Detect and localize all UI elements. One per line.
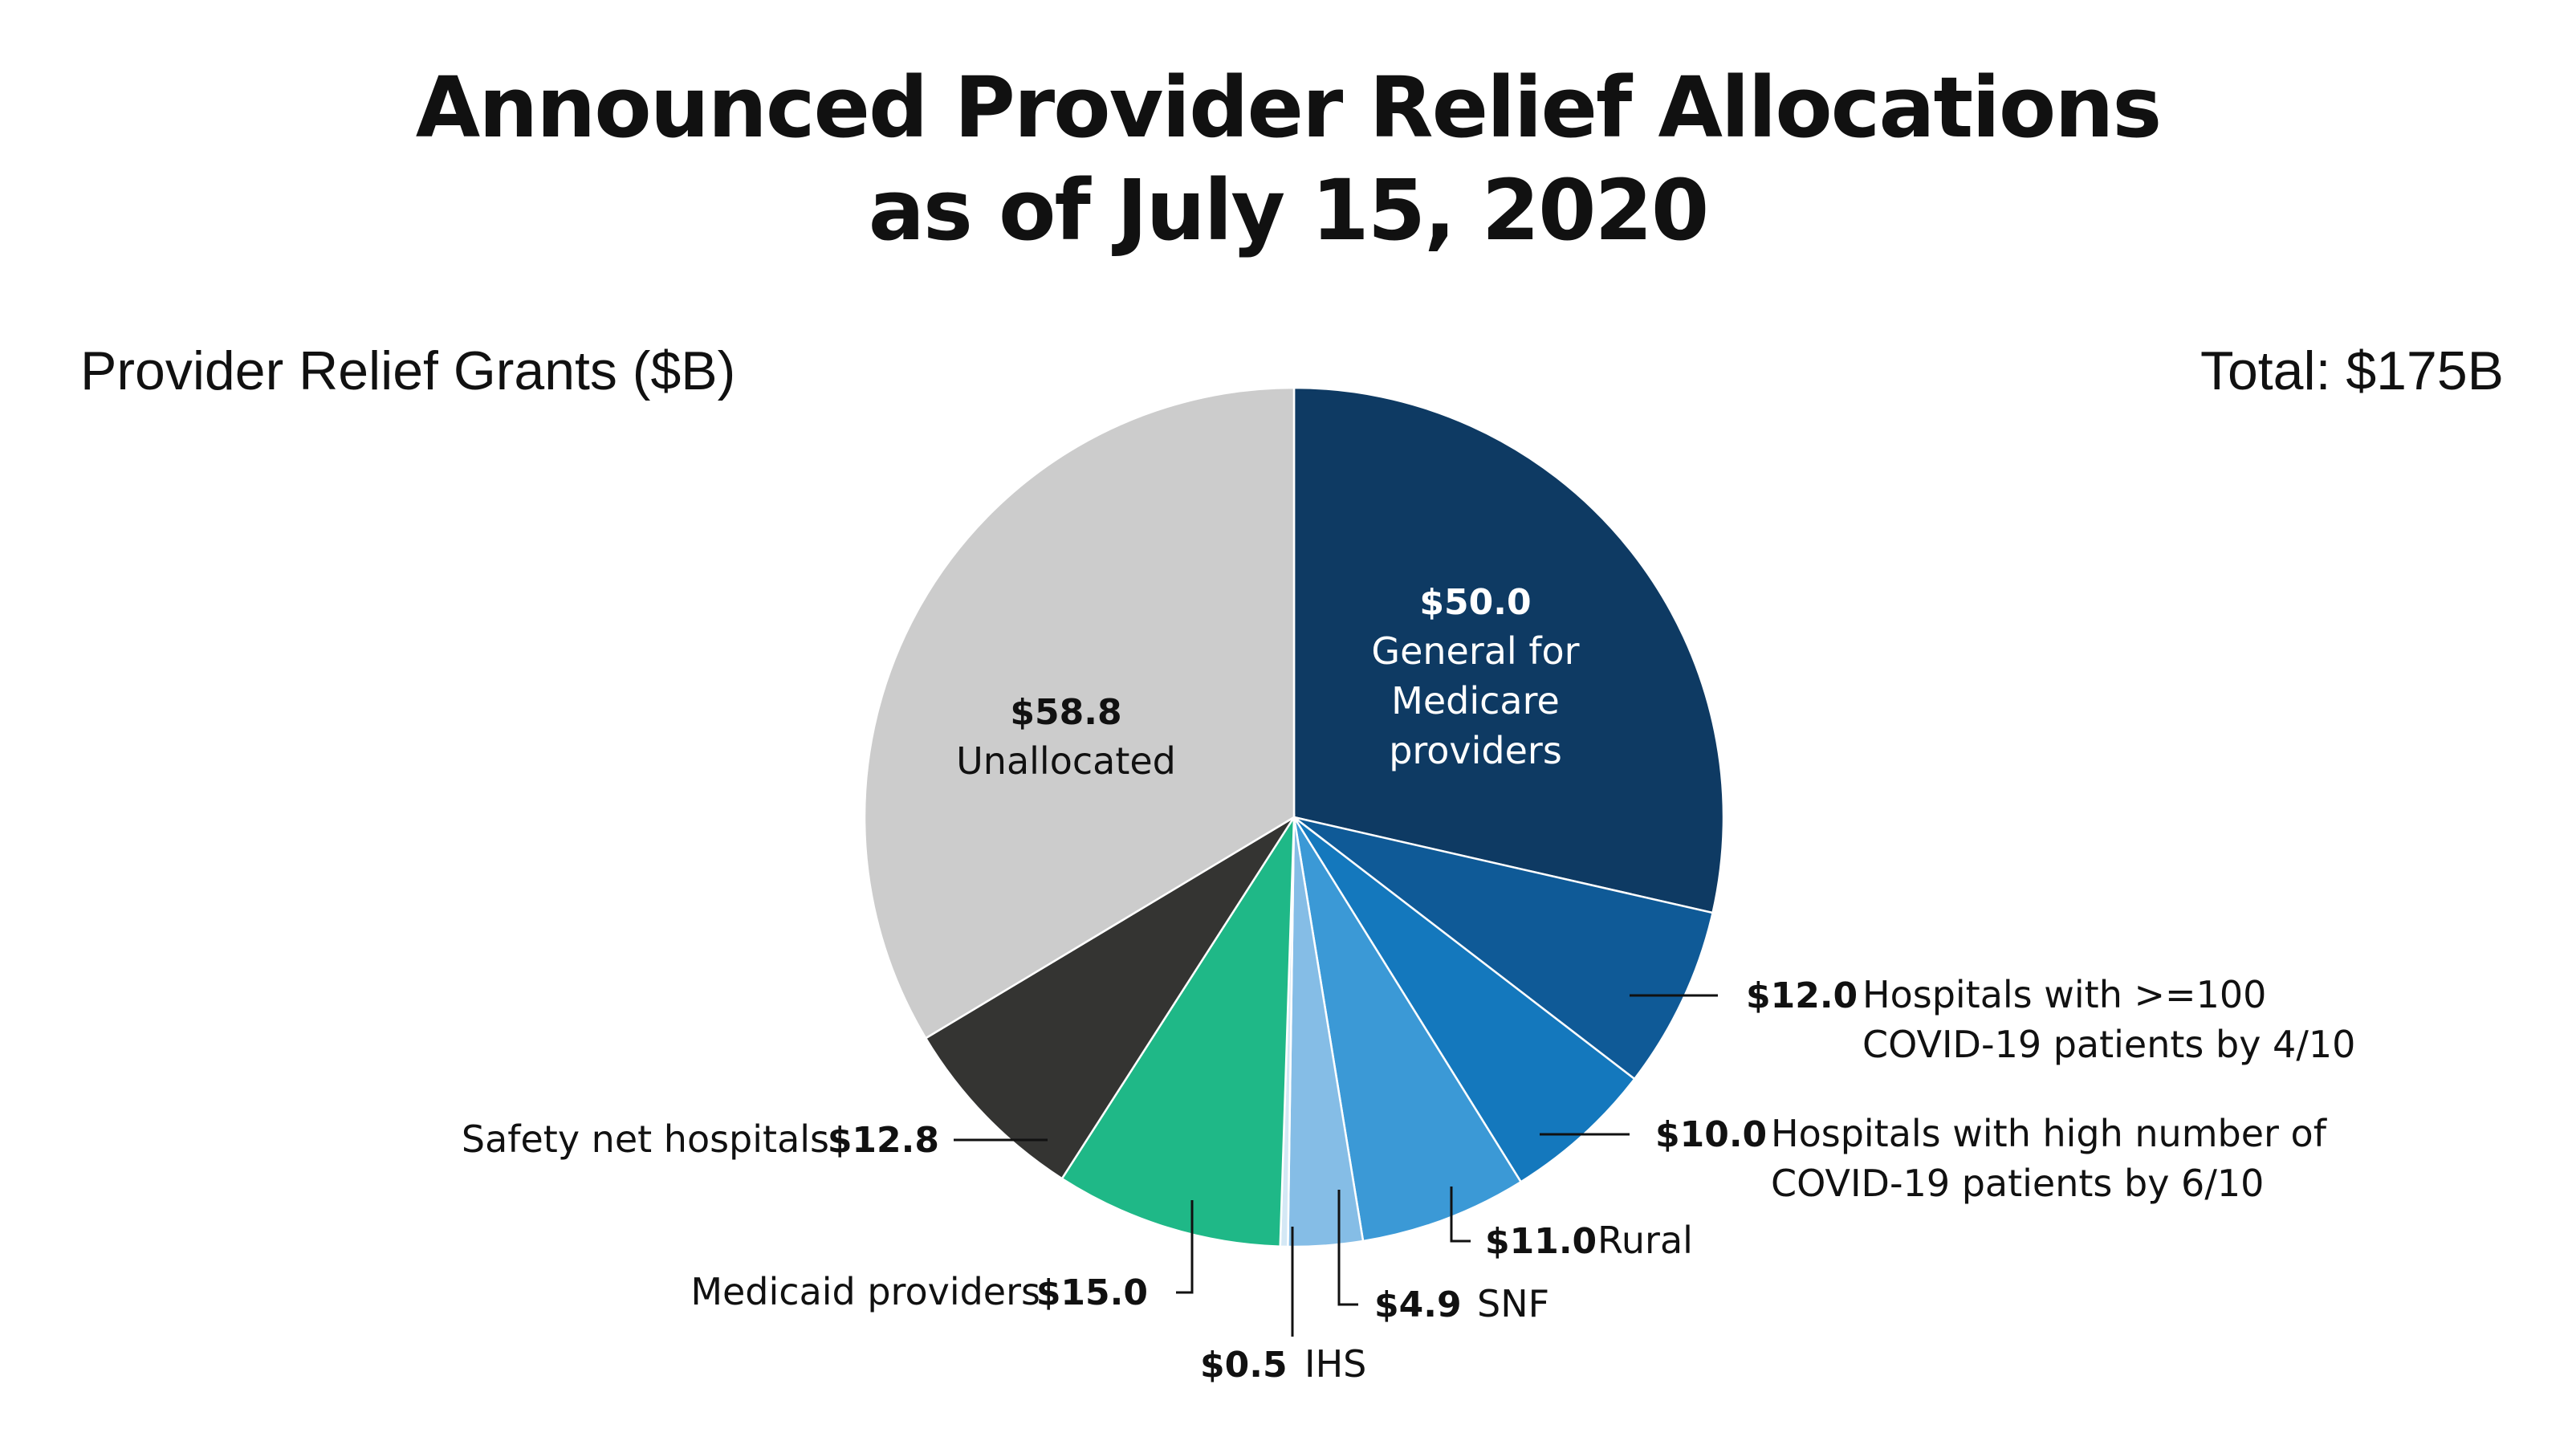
slice-name-label: Safety net hospitals [462, 1117, 829, 1161]
slice-value-label: $12.8 [828, 1120, 939, 1161]
chart-title-line-1: Announced Provider Relief Allocations [415, 59, 2163, 157]
slice-value-label: $4.9 [1374, 1284, 1462, 1325]
leader-line [1337, 1190, 1358, 1306]
pie-slice [1060, 813, 1296, 1248]
pie-slice [1292, 386, 1725, 914]
slice-label: $58.8 Unallocated [956, 692, 1176, 783]
leader-line [1176, 1200, 1194, 1294]
pie-slice [924, 816, 1296, 1180]
slice-value-label: $10.0 [1655, 1114, 1767, 1155]
slice-name-label: Unallocated [956, 739, 1176, 783]
slice-name-label: IHS [1304, 1342, 1366, 1386]
slice-name-label: General for [1371, 629, 1579, 673]
slice-value-label: $0.5 [1200, 1345, 1288, 1386]
slice-value-label: $58.8 [1010, 692, 1121, 733]
slice-value-label: $50.0 [1419, 582, 1531, 623]
slice-name-label: providers [1389, 729, 1562, 772]
slice-name-label: Hospitals with high number of COVID-19 pa… [1771, 1112, 2328, 1205]
slice-label: $50.0 General for Medicare providers [1371, 582, 1579, 772]
chart-title: Announced Provider Relief Allocations as… [0, 56, 2576, 262]
pie-slice [1292, 816, 1523, 1243]
pie-slice [863, 386, 1296, 1040]
slice-name-label: Medicaid providers [690, 1270, 1040, 1313]
slice-name-label: SNF [1477, 1282, 1549, 1325]
slice-value-label: $15.0 [1036, 1272, 1148, 1313]
chart-total: Total: $175B [2200, 340, 2504, 401]
pie-slice [1293, 816, 1715, 1081]
slice-value-label: $12.0 [1746, 975, 1858, 1016]
pie-slice [1292, 816, 1636, 1183]
slice-name-label: Hospitals with >=100 COVID-19 patients by… [1862, 973, 2355, 1066]
leader-line [1450, 1187, 1471, 1243]
slice-name-label: Medicare [1391, 679, 1560, 722]
chart-title-line-2: as of July 15, 2020 [868, 161, 1709, 259]
slice-name-label: Rural [1597, 1219, 1693, 1262]
chart-subtitle: Provider Relief Grants ($B) [80, 340, 736, 401]
slice-value-label: $11.0 [1485, 1221, 1597, 1262]
